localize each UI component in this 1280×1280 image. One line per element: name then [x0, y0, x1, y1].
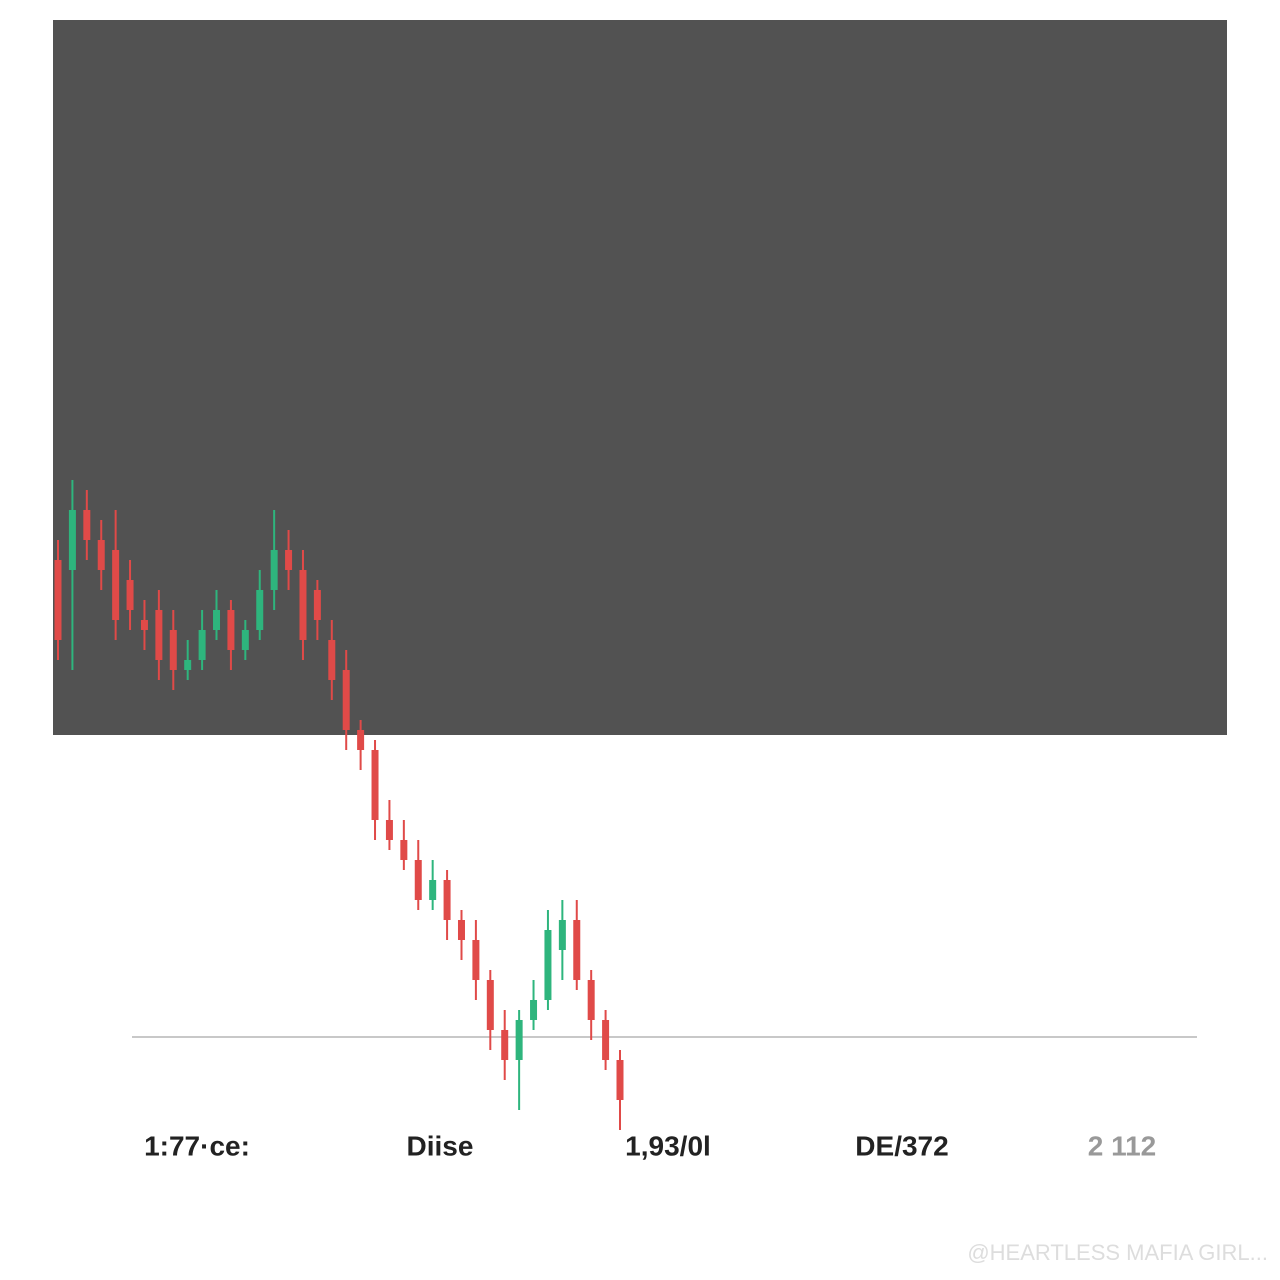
candle-body [68, 510, 76, 570]
candle-body [457, 920, 465, 940]
candle-body [443, 880, 451, 920]
watermark: @HEARTLESS MAFIA GIRL... [967, 1240, 1268, 1265]
candle-body [241, 630, 249, 650]
candle-body [472, 940, 480, 980]
candle-body [573, 920, 581, 980]
candle-body [256, 590, 264, 630]
candle-body [357, 730, 365, 750]
candle-body [328, 640, 336, 680]
candle-body [83, 510, 91, 540]
candle-body [544, 930, 552, 1000]
candle-body [342, 670, 350, 730]
footer-label: 1:77·ce: [144, 1130, 250, 1161]
overlay-panel [53, 20, 1227, 735]
candle-body [299, 570, 307, 640]
candle-body [530, 1000, 538, 1020]
candle-body [285, 550, 293, 570]
candle-body [155, 610, 163, 660]
footer-label: 2 112 [1088, 1130, 1157, 1161]
footer-label: DE/372 [855, 1130, 948, 1161]
candle-body [270, 550, 278, 590]
candle-body [112, 550, 120, 620]
candle-body [486, 980, 494, 1030]
candle-body [385, 820, 393, 840]
candle-body [213, 610, 221, 630]
candle-body [54, 560, 62, 640]
candle-body [414, 860, 422, 900]
candle-body [97, 540, 105, 570]
candle-body [602, 1020, 610, 1060]
footer-label: 1,93/0l [625, 1130, 711, 1161]
candle-body [400, 840, 408, 860]
candle-body [313, 590, 321, 620]
candle-body [227, 610, 235, 650]
candle-body [616, 1060, 624, 1100]
candle-body [429, 880, 437, 900]
footer-label: Diise [407, 1130, 474, 1161]
candle-body [587, 980, 595, 1020]
candle-body [558, 920, 566, 950]
candle-body [126, 580, 134, 610]
candle-body [184, 660, 192, 670]
candle-body [140, 620, 148, 630]
candle-body [198, 630, 206, 660]
candle-body [371, 750, 379, 820]
candle-body [501, 1030, 509, 1060]
candle-body [169, 630, 177, 670]
candle-body [515, 1020, 523, 1060]
